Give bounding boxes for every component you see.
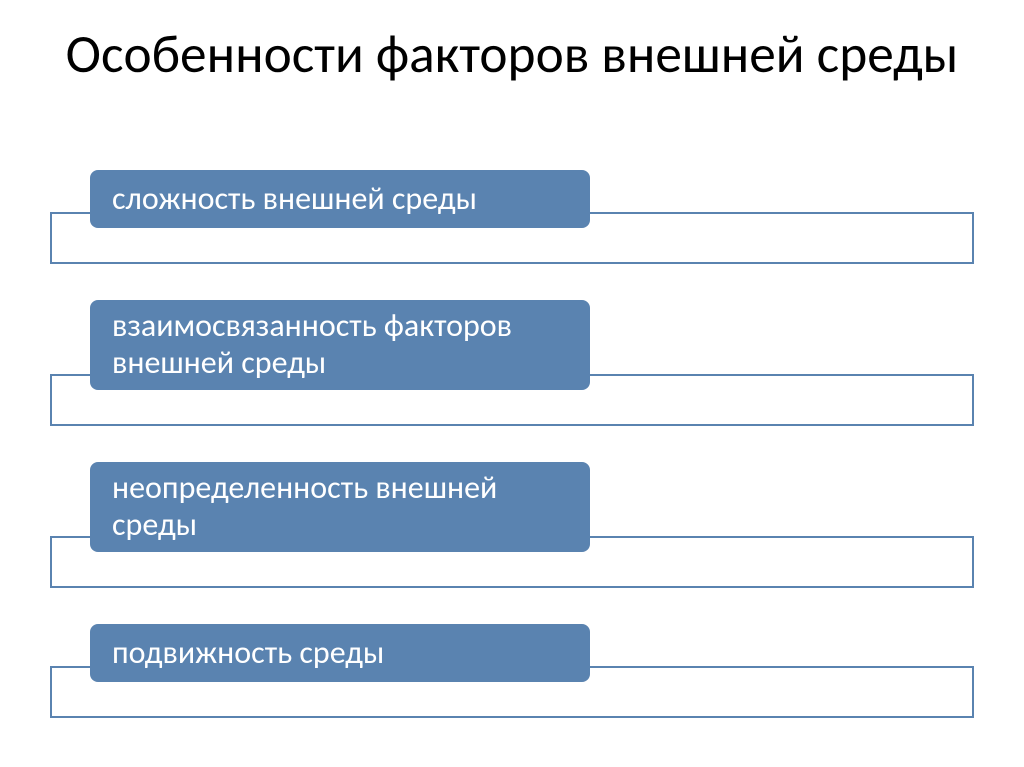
item-label: сложность внешней среды — [112, 181, 477, 218]
item-pill: сложность внешней среды — [90, 170, 590, 228]
list-item: подвижность среды — [50, 624, 974, 718]
item-label: неопределенность внешней среды — [112, 470, 568, 544]
item-pill: подвижность среды — [90, 624, 590, 682]
slide: Особенности факторов внешней среды сложн… — [0, 0, 1024, 767]
list-item: сложность внешней среды — [50, 170, 974, 264]
list-item: взаимосвязанность факторов внешней среды — [50, 300, 974, 426]
smartart-list: сложность внешней среды взаимосвязанност… — [50, 170, 974, 754]
item-label: взаимосвязанность факторов внешней среды — [112, 308, 568, 382]
item-label: подвижность среды — [112, 635, 384, 672]
slide-title: Особенности факторов внешней среды — [0, 0, 1024, 95]
list-item: неопределенность внешней среды — [50, 462, 974, 588]
item-pill: взаимосвязанность факторов внешней среды — [90, 300, 590, 390]
item-pill: неопределенность внешней среды — [90, 462, 590, 552]
